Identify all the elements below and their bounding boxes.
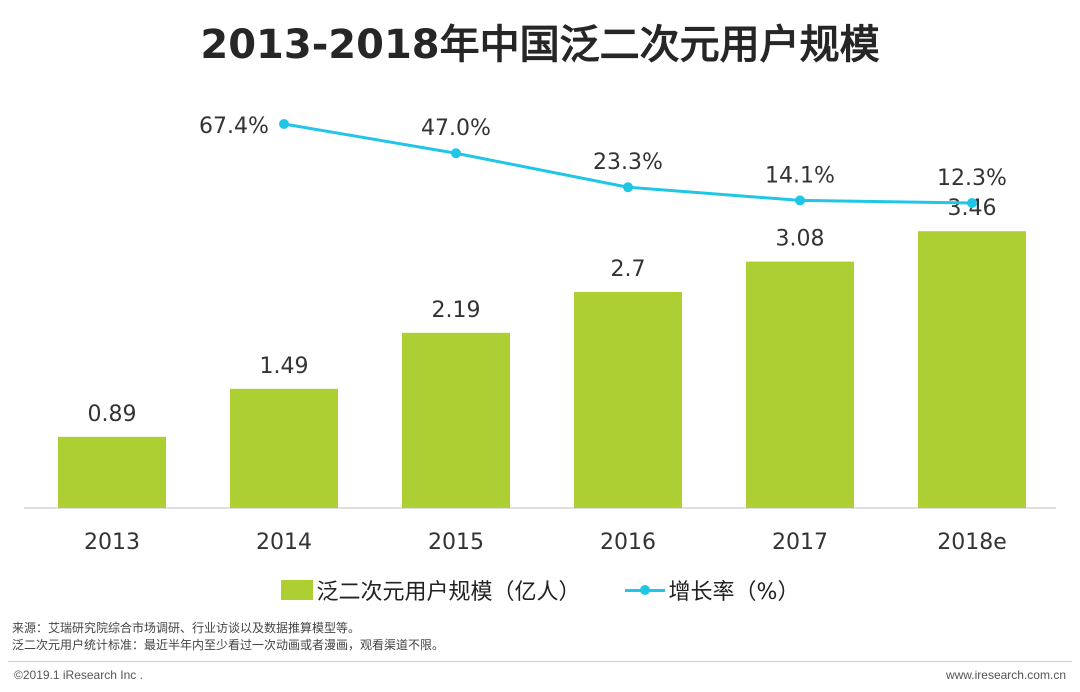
bar-2016: [574, 292, 682, 508]
legend-line-label: 增长率（%）: [668, 580, 800, 605]
x-tick-label-2017: 2017: [772, 530, 828, 555]
footer-copyright: ©2019.1 iResearch Inc .: [14, 668, 143, 682]
bar-value-label-2016: 2.7: [611, 257, 646, 282]
legend-line-swatch: [624, 580, 665, 600]
bar-2018e: [918, 231, 1026, 508]
legend-item-bar: 泛二次元用户规模（亿人）: [280, 574, 581, 606]
x-tick-label-2018e: 2018e: [937, 530, 1007, 555]
x-tick-label-2016: 2016: [600, 530, 656, 555]
x-tick-label-2015: 2015: [428, 530, 484, 555]
bar-2015: [402, 332, 510, 508]
bar-value-label-2017: 3.08: [776, 227, 825, 252]
growth-point-2015: [451, 148, 461, 159]
legend-bar-label: 泛二次元用户规模（亿人）: [316, 580, 581, 605]
growth-label-2015: 47.0%: [421, 116, 491, 141]
growth-point-2018e: [967, 198, 977, 208]
legend-item-line: 增长率（%）: [624, 574, 800, 606]
chart-title: 2013-2018年中国泛二次元用户规模: [200, 22, 880, 68]
x-tick-label-2014: 2014: [256, 530, 312, 555]
footer-divider: [8, 661, 1072, 662]
bar-2017: [746, 261, 854, 508]
growth-label-2016: 23.3%: [593, 150, 663, 175]
growth-point-2016: [623, 182, 633, 193]
bar-2014: [230, 388, 338, 508]
growth-label-2014: 67.4%: [199, 114, 269, 139]
bar-value-label-2013: 0.89: [88, 402, 137, 427]
growth-point-2017: [795, 195, 805, 206]
growth-point-2014: [279, 119, 289, 129]
source-note: 来源：艾瑞研究院综合市场调研、行业访谈以及数据推算模型等。: [12, 621, 361, 635]
definition-note: 泛二次元用户统计标准：最近半年内至少看过一次动画或者漫画，观看渠道不限。: [12, 638, 445, 652]
legend-bar-swatch: [280, 580, 313, 600]
legend: 泛二次元用户规模（亿人） 增长率（%）: [0, 574, 1080, 606]
notes: 来源：艾瑞研究院综合市场调研、行业访谈以及数据推算模型等。 泛二次元用户统计标准…: [12, 620, 444, 654]
bar-value-label-2014: 1.49: [260, 354, 309, 379]
growth-label-2017: 14.1%: [765, 163, 835, 188]
bar-value-label-2015: 2.19: [432, 298, 481, 323]
growth-label-2018e: 12.3%: [937, 166, 1007, 191]
x-tick-label-2013: 2013: [84, 530, 140, 555]
footer-website: www.iresearch.com.cn: [945, 668, 1066, 682]
bar-2013: [58, 436, 166, 508]
